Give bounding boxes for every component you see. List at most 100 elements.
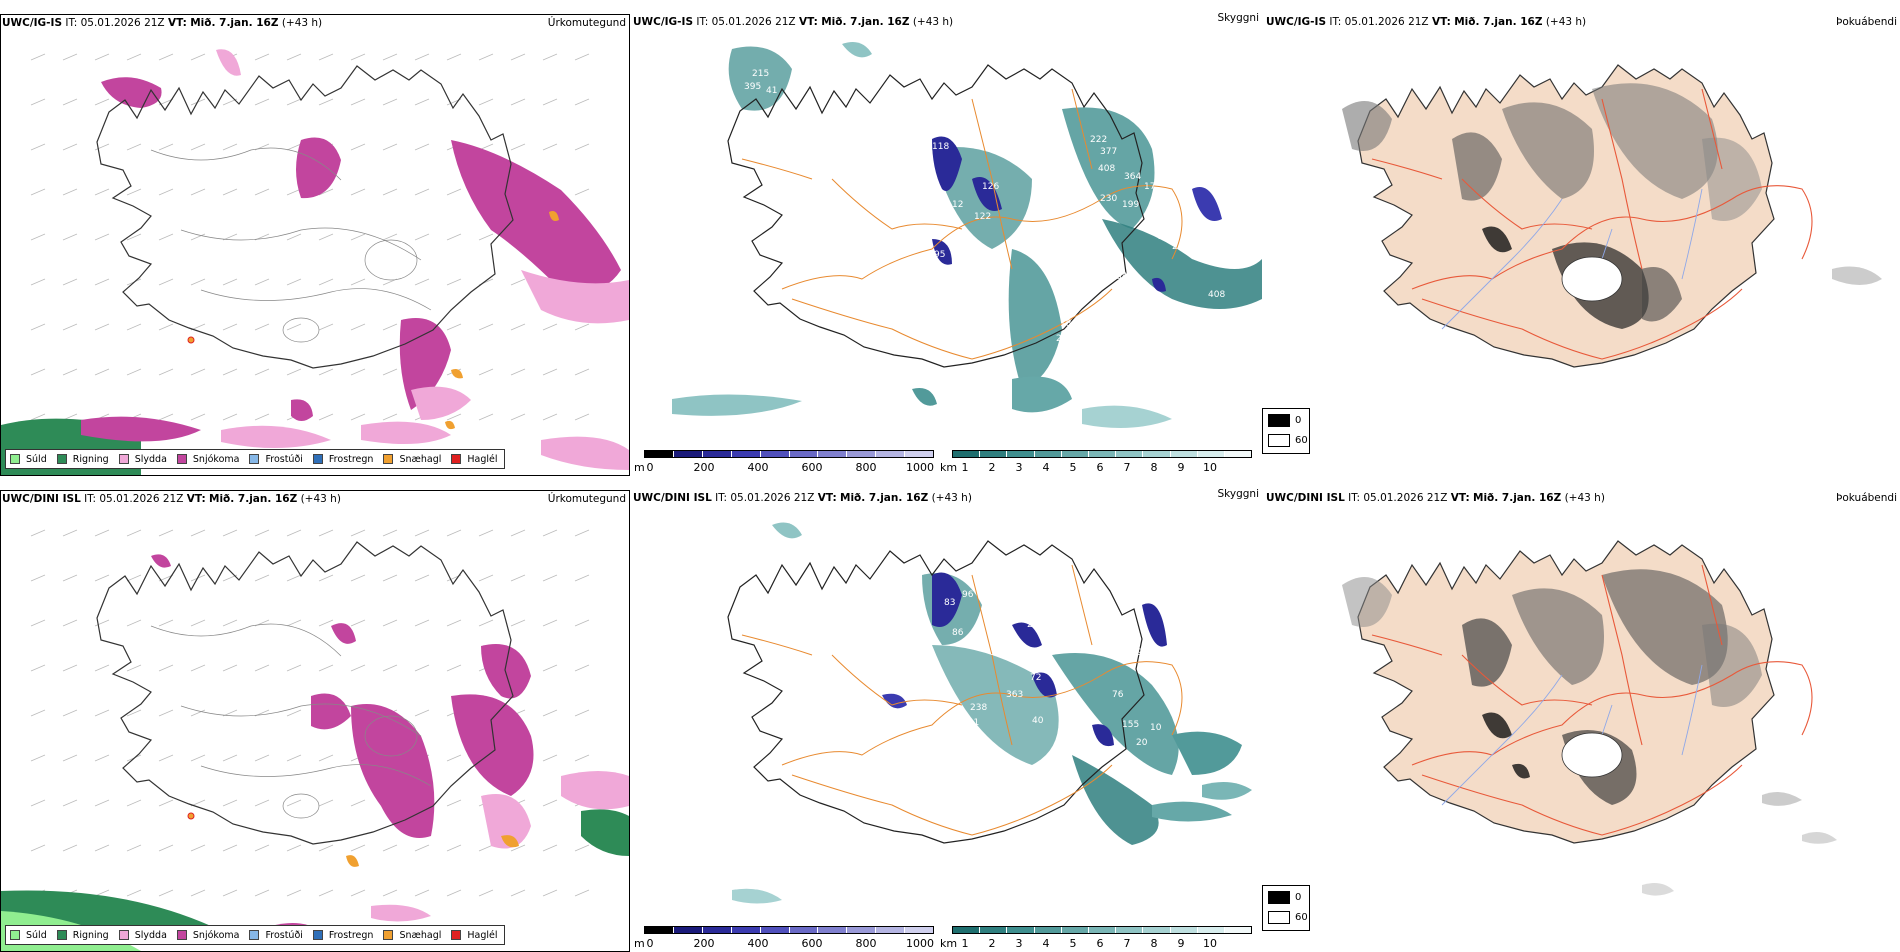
valid-time-value: Mið. 7.jan. 16Z	[840, 492, 929, 504]
map-contours	[150, 623, 432, 819]
fog-legend-swatch-0	[1268, 414, 1290, 427]
visibility-tick: 9	[1177, 937, 1185, 950]
legend-item-rain: Rigning	[56, 930, 109, 941]
cloud-base-tick: 600	[801, 937, 823, 950]
map-contours	[150, 147, 432, 343]
model-name: UWC/DINI ISL	[633, 492, 712, 504]
visibility-map: 215 395 41 118 126 12 122 222 377 408 36…	[672, 41, 1262, 428]
init-time-label: IT:	[1348, 492, 1361, 504]
cloud-base-label: 17	[1144, 182, 1155, 192]
visibility-tick: 7	[1123, 937, 1131, 950]
cloud-base-tick: 800	[855, 461, 877, 474]
cloud-base-label: 40	[1032, 716, 1044, 726]
legend-item-drizzle: Súld	[10, 930, 47, 941]
cloud-base-tick: 0	[646, 937, 654, 950]
init-time-label: IT:	[84, 493, 97, 505]
legend-item-rain: Rigning	[56, 454, 109, 465]
cloud-base-label: 408	[1098, 164, 1115, 174]
cloud-base-label: 118	[932, 142, 949, 152]
cloud-base-label: 230	[1100, 194, 1117, 204]
cloud-base-tick: 400	[747, 461, 769, 474]
precip-type-panel: UWC/IG-IS IT: 05.01.2026 21Z VT: Mið. 7.…	[0, 14, 630, 476]
fog-legend-bottom: 0 60	[1262, 885, 1310, 931]
cloud-base-label: 395	[744, 82, 761, 92]
lead-time: (+43 h)	[1545, 16, 1587, 28]
valid-time-label: VT:	[798, 16, 818, 28]
road-network	[741, 564, 1183, 836]
init-time-value: 05.01.2026 21Z	[1363, 492, 1448, 504]
valid-time-label: VT:	[817, 492, 837, 504]
init-time-value: 05.01.2026 21Z	[80, 17, 165, 29]
visibility-areas	[672, 41, 1262, 428]
visibility-areas	[732, 522, 1252, 904]
legend-item-drizzle: Súld	[10, 454, 47, 465]
valid-time-label: VT:	[1450, 492, 1470, 504]
panel-title: Úrkomutegund	[547, 17, 626, 29]
legend-item-freezing-rain: Frostregn	[312, 454, 373, 465]
panel-title: Þokuábendi	[1836, 492, 1897, 504]
valid-time-value: Mið. 7.jan. 16Z	[1454, 16, 1543, 28]
precip-areas	[1, 554, 629, 951]
visibility-tick: 1	[961, 461, 969, 474]
cloud-base-label: 76	[1112, 690, 1124, 700]
fog-indicator-panel: UWC/IG-IS IT: 05.01.2026 21Z VT: Mið. 7.…	[1262, 14, 1900, 476]
visibility-tick: 9	[1177, 461, 1185, 474]
cloud-base-labels: 83 96 86 146 38 25 95 72 363 238 92 841 …	[927, 590, 1162, 776]
visibility-tick: 10	[1203, 461, 1217, 474]
cloud-base-unit: m	[634, 461, 645, 474]
cloud-base-label: 363	[1006, 690, 1023, 700]
cloud-base-tick: 1000	[906, 461, 934, 474]
valid-time-label: VT:	[167, 17, 187, 29]
cloud-base-colorbar: m 0 200 400 600 800 1000	[634, 450, 934, 476]
panel-title: Úrkomutegund	[547, 493, 626, 505]
wind-barbs	[30, 53, 590, 421]
visibility-tick: 2	[988, 937, 996, 950]
visibility-tick: 8	[1150, 461, 1158, 474]
panel-header: UWC/IG-IS IT: 05.01.2026 21Z VT: Mið. 7.…	[633, 12, 1259, 29]
precip-type-panel: UWC/DINI ISL IT: 05.01.2026 21Z VT: Mið.…	[0, 490, 630, 952]
cloud-base-label: 41	[766, 86, 777, 96]
cloud-base-tick: 200	[693, 937, 715, 950]
cloud-base-label: 247	[1158, 232, 1175, 242]
cloud-base-tick: 1000	[906, 937, 934, 950]
init-time-label: IT:	[696, 16, 709, 28]
cloud-base-label: 110	[1077, 743, 1094, 753]
model-name: UWC/DINI ISL	[2, 493, 81, 505]
panel-header: UWC/IG-IS IT: 05.01.2026 21Z VT: Mið. 7.…	[2, 16, 626, 30]
cloud-base-label: 238	[970, 703, 987, 713]
cloud-base-label: 245	[1172, 242, 1189, 252]
legend-item-freezing-drizzle: Frostúði	[249, 454, 303, 465]
cloud-base-label: 20	[1136, 738, 1148, 748]
legend-item-sleet: Slydda	[118, 930, 167, 941]
wind-barbs	[30, 529, 590, 897]
city-marker	[187, 336, 195, 344]
cloud-base-label: 364	[1124, 172, 1141, 182]
cloud-base-label: 95	[1037, 648, 1048, 658]
cloud-base-label: 961	[1137, 648, 1154, 658]
visibility-panel: UWC/IG-IS IT: 05.01.2026 21Z VT: Mið. 7.…	[632, 12, 1262, 476]
cloud-base-label: 96	[962, 590, 974, 600]
init-time-label: IT:	[1329, 16, 1342, 28]
cloud-base-label: 230	[982, 272, 999, 282]
visibility-panel: UWC/DINI ISL IT: 05.01.2026 21Z VT: Mið.…	[632, 488, 1262, 952]
road-network	[741, 88, 1183, 360]
cloud-base-label: 155	[1122, 720, 1139, 730]
cloud-base-label: 146	[990, 648, 1007, 658]
visibility-colorbar-scale	[952, 450, 1252, 458]
cloud-base-tick: 200	[693, 461, 715, 474]
cloud-base-tick: 400	[747, 937, 769, 950]
legend-item-freezing-rain: Frostregn	[312, 930, 373, 941]
fog-map	[1342, 64, 1882, 368]
init-time-value: 05.01.2026 21Z	[99, 493, 184, 505]
fog-legend-swatch-60	[1268, 434, 1290, 447]
panel-title: Skyggni	[1217, 12, 1260, 24]
cloud-base-label: 10	[1150, 723, 1162, 733]
cloud-base-label: 22	[1056, 334, 1067, 344]
cloud-base-label: 79	[1054, 766, 1066, 776]
lead-time: (+43 h)	[1564, 492, 1605, 504]
cloud-base-label: 12	[952, 200, 963, 210]
fog-legend-swatch-60	[1268, 911, 1290, 924]
valid-time-value: Mið. 7.jan. 16Z	[821, 16, 910, 28]
cloud-base-colorbar: m 0 200 400 600 800 1000	[634, 926, 934, 952]
cloud-base-label: 199	[1122, 200, 1139, 210]
